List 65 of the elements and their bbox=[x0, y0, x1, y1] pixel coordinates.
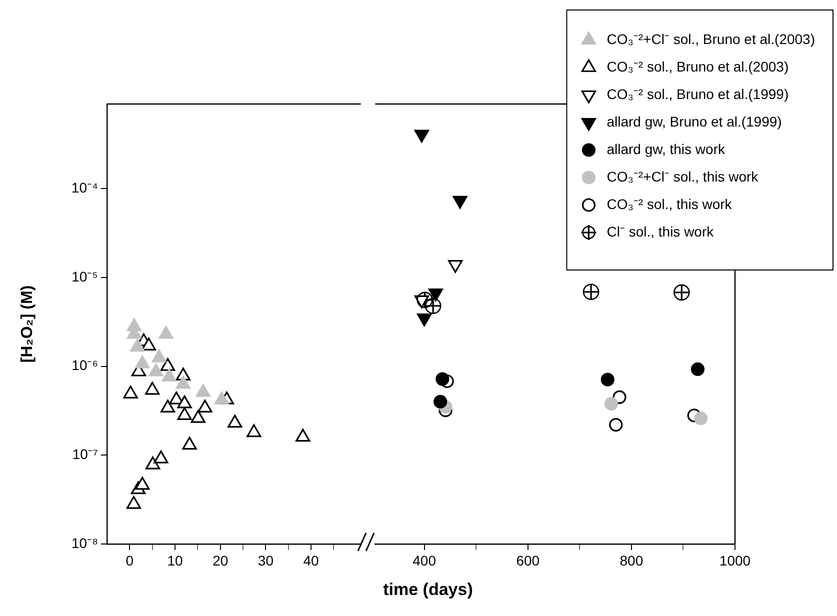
text: CO₃⁻² sol., Bruno et al.(2003) bbox=[606, 58, 789, 74]
x-tick-label: 40 bbox=[303, 552, 320, 568]
point bbox=[177, 407, 192, 420]
point bbox=[436, 372, 450, 386]
point bbox=[196, 384, 210, 397]
x-tick-label: 600 bbox=[516, 552, 540, 568]
point bbox=[146, 456, 160, 470]
point bbox=[198, 400, 212, 413]
legend-label: CO₃⁻² sol., this work bbox=[606, 196, 733, 212]
x-tick-label: 0 bbox=[126, 552, 134, 568]
x-tick-label: 400 bbox=[412, 552, 436, 568]
point bbox=[152, 349, 166, 362]
x-tick-label: 20 bbox=[212, 552, 228, 568]
legend-label: CO₃⁻² sol., Bruno et al.(1999) bbox=[606, 86, 789, 102]
y-tick-label: 10⁻⁴ bbox=[71, 180, 98, 196]
point bbox=[160, 358, 176, 371]
point bbox=[145, 382, 160, 395]
point bbox=[582, 284, 600, 300]
point bbox=[154, 450, 168, 464]
point bbox=[296, 428, 310, 442]
x-tick-label: 10 bbox=[167, 552, 184, 568]
x-tick-label: 1000 bbox=[719, 552, 751, 568]
text: CO₃⁻²+Cl⁻ sol., Bruno et al.(2003) bbox=[606, 30, 816, 47]
point bbox=[130, 338, 145, 352]
point bbox=[609, 418, 623, 432]
point bbox=[246, 424, 262, 438]
point bbox=[177, 395, 192, 408]
point bbox=[123, 386, 138, 398]
y-tick-label: 10⁻⁵ bbox=[72, 268, 98, 284]
legend-label: Cl⁻ sol., this work bbox=[606, 223, 715, 240]
point bbox=[148, 363, 164, 376]
y-tick-label: 10⁻⁶ bbox=[72, 357, 98, 374]
point bbox=[169, 392, 184, 404]
point bbox=[414, 130, 429, 143]
point bbox=[190, 410, 206, 423]
y-tick-label: 10⁻⁷ bbox=[72, 446, 98, 462]
point bbox=[600, 372, 614, 386]
x-tick-label: 30 bbox=[258, 552, 274, 568]
point bbox=[135, 476, 150, 490]
point bbox=[160, 400, 176, 413]
legend-label: allard gw, this work bbox=[606, 140, 726, 157]
point bbox=[448, 260, 463, 273]
point bbox=[604, 396, 618, 410]
point bbox=[417, 314, 432, 326]
point bbox=[694, 412, 708, 426]
point bbox=[135, 355, 150, 368]
point bbox=[176, 376, 190, 389]
point bbox=[428, 288, 443, 302]
point bbox=[126, 496, 142, 509]
legend-label: CO₃⁻²+Cl⁻ sol., this work bbox=[606, 168, 760, 184]
point bbox=[141, 338, 156, 350]
point bbox=[158, 326, 174, 339]
point bbox=[434, 394, 448, 409]
point bbox=[673, 284, 690, 301]
point bbox=[690, 362, 705, 376]
point bbox=[182, 436, 197, 450]
x-tick-label: 800 bbox=[620, 552, 644, 568]
y-tick-label: 10⁻⁸ bbox=[72, 534, 98, 551]
point bbox=[452, 196, 468, 209]
x-axis-title: time (days) bbox=[382, 580, 474, 600]
point bbox=[162, 368, 176, 382]
point bbox=[214, 392, 230, 404]
point bbox=[228, 414, 242, 428]
legend-label: allard gw, Bruno et al.(1999) bbox=[606, 113, 782, 130]
y-axis-title: [H₂O₂] (M) bbox=[19, 285, 36, 363]
